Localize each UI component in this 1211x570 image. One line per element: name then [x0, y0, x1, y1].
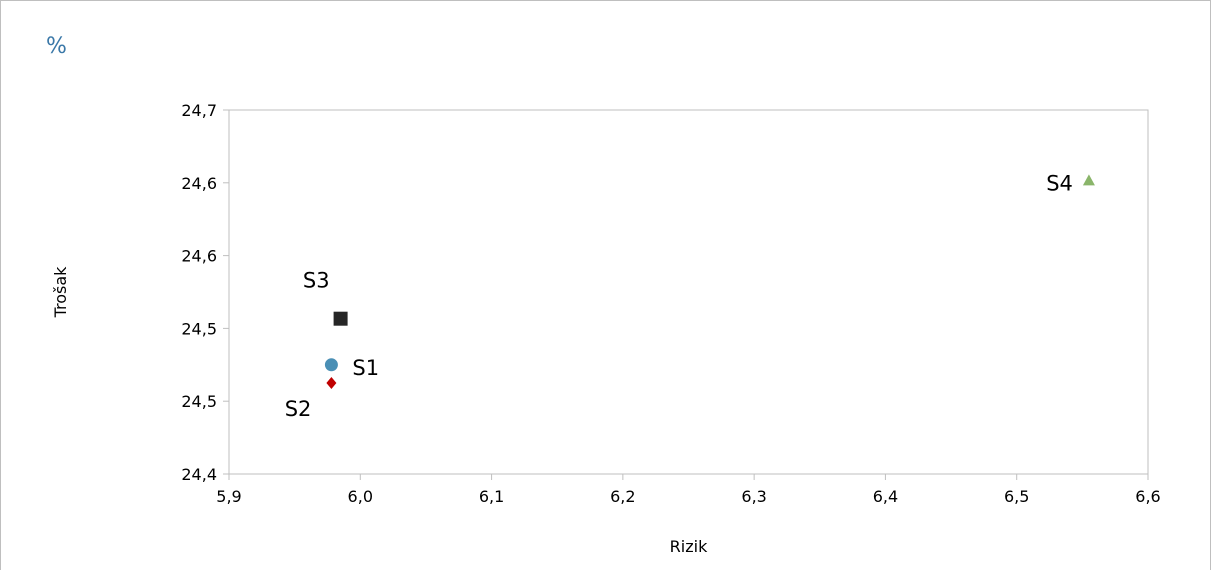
plot-border [228, 109, 1149, 475]
s3-label: S3 [303, 269, 330, 293]
point-labels: S1 S2 S3 S4 [285, 171, 1073, 421]
x-tick-label: 6,0 [348, 487, 373, 506]
y-tick-label: 24,5 [181, 319, 217, 338]
y-axis-title: Trošak [51, 266, 70, 319]
unit-label: % [46, 34, 67, 59]
s4-label: S4 [1046, 171, 1073, 195]
y-tick-label: 24,4 [181, 465, 217, 484]
x-tick-label: 6,3 [741, 487, 766, 506]
y-axis-ticks: 24,4 24,5 24,5 24,6 24,6 24,7 [181, 101, 229, 484]
x-tick-label: 6,6 [1135, 487, 1160, 506]
x-axis-title: Rizik [670, 537, 708, 556]
x-tick-label: 5,9 [216, 487, 241, 506]
s2-label: S2 [285, 397, 312, 421]
s4-marker [1082, 174, 1095, 186]
y-tick-label: 24,6 [181, 174, 217, 193]
plot-area [228, 109, 1149, 475]
s2-marker [326, 377, 337, 389]
data-points [324, 174, 1095, 389]
s1-marker [324, 358, 338, 372]
x-tick-label: 6,5 [1004, 487, 1029, 506]
s3-marker [333, 311, 348, 326]
x-tick-label: 6,1 [479, 487, 504, 506]
x-axis-ticks: 5,9 6,0 6,1 6,2 6,3 6,4 6,5 6,6 [216, 474, 1161, 506]
x-tick-label: 6,2 [610, 487, 635, 506]
y-tick-label: 24,7 [181, 101, 217, 120]
y-tick-label: 24,6 [181, 247, 217, 266]
s1-label: S1 [352, 356, 379, 380]
x-tick-label: 6,4 [873, 487, 898, 506]
y-tick-label: 24,5 [181, 392, 217, 411]
